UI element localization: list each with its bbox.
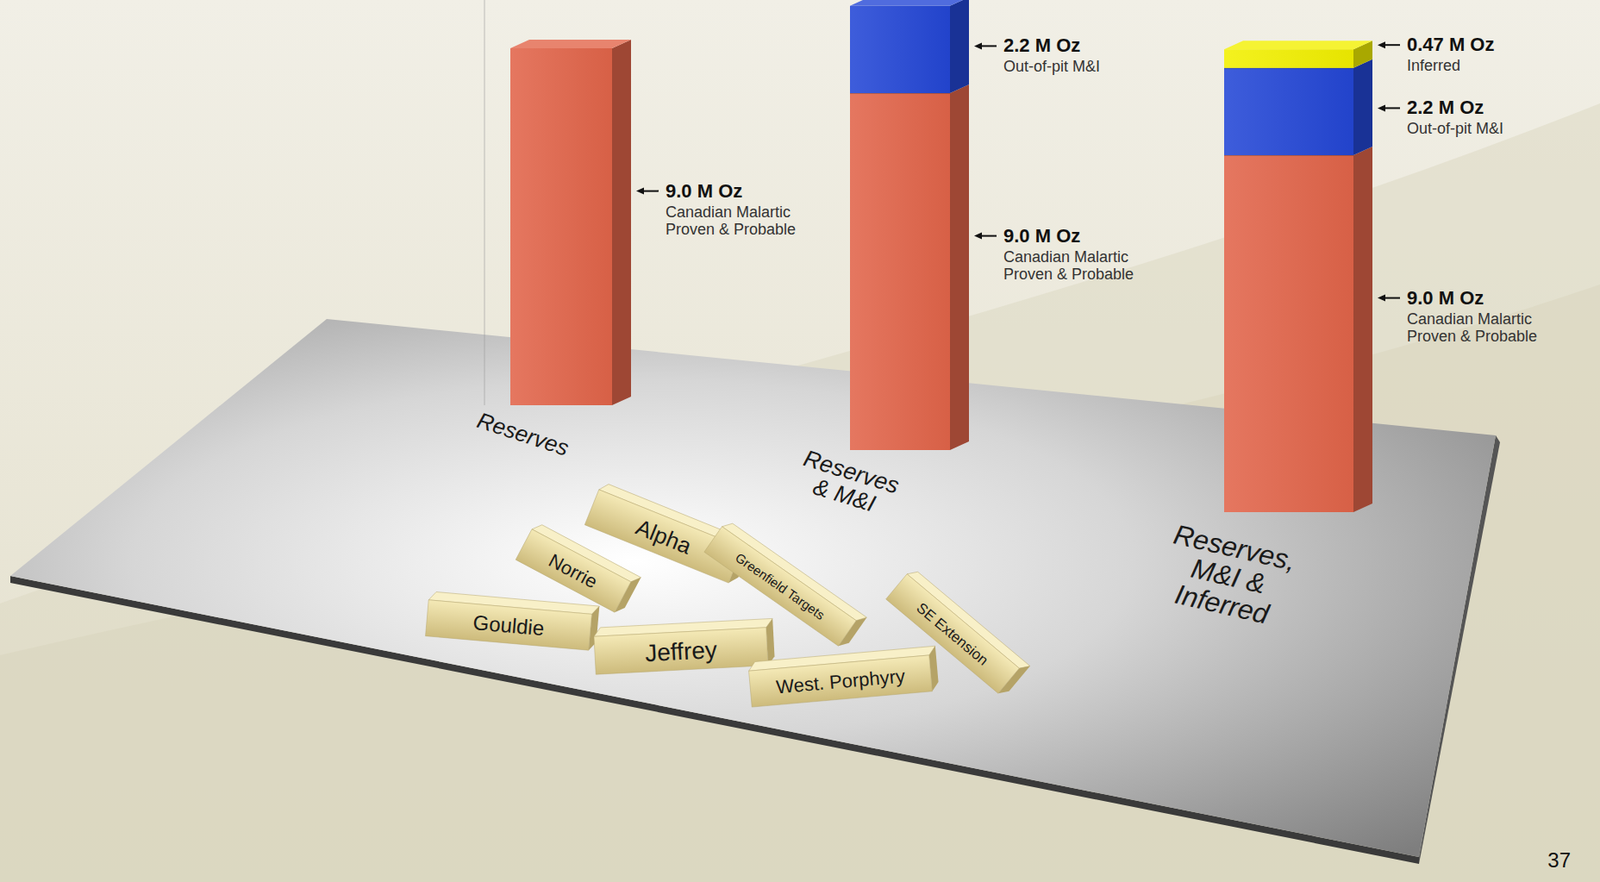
value-label: 9.0 M Oz — [1406, 287, 1484, 309]
series-label-line: Proven & Probable — [1003, 265, 1134, 283]
chart: 9.0 M OzCanadian MalarticProven & Probab… — [0, 0, 1600, 882]
category-label-line: Reserves — [474, 406, 573, 461]
label-arrow-head — [636, 187, 644, 195]
series-label: Canadian MalarticProven & Probable — [665, 203, 796, 238]
category-label: Reserves — [474, 406, 573, 461]
target-label: Norrie — [544, 549, 601, 593]
value-label: 9.0 M Oz — [1003, 225, 1081, 247]
label-arrow — [1383, 297, 1400, 300]
category-label-line: Inferred — [1172, 578, 1274, 631]
target-label: Alpha — [631, 513, 695, 560]
value-label: 9.0 M Oz — [665, 180, 743, 202]
gold-bar-front — [425, 600, 593, 650]
bar-side — [1353, 59, 1373, 156]
target-label: West. Porphyry — [775, 664, 907, 698]
series-label-line: Proven & Probable — [665, 220, 796, 238]
label-arrow — [980, 235, 997, 238]
bar-front — [1224, 155, 1354, 513]
bar-front — [850, 93, 950, 450]
bar-segment — [510, 39, 632, 406]
background-swoosh — [0, 103, 1600, 882]
gold-bar-front — [593, 627, 769, 675]
gold-bar: Jeffrey — [593, 618, 775, 675]
target-bars: Norrie Alpha Gouldie Greenfield Targets Jeff… — [425, 481, 1031, 707]
series-label-line: Canadian Malartic — [665, 203, 791, 221]
bar-segment — [850, 84, 969, 450]
series-label: Canadian MalarticProven & Probable — [1406, 310, 1538, 345]
target-label: Jeffrey — [644, 636, 719, 667]
bar-side — [950, 0, 969, 94]
gold-bar: Gouldie — [425, 591, 600, 651]
value-label: 2.2 M Oz — [1003, 34, 1081, 57]
value-label: 0.47 M Oz — [1406, 33, 1494, 56]
label-arrow — [642, 190, 659, 193]
label-arrow — [1383, 106, 1400, 109]
bar-segment — [1224, 40, 1373, 69]
bar-side — [950, 84, 969, 450]
label-arrow — [980, 44, 997, 47]
series-label-line: Proven & Probable — [1406, 327, 1538, 345]
bar-segment — [850, 0, 969, 94]
background — [0, 0, 1600, 882]
value-label: 2.2 M Oz — [1406, 96, 1484, 119]
page-number: 37 — [1547, 848, 1571, 872]
target-label: Greenfield Targets — [732, 550, 828, 623]
gold-bar: West. Porphyry — [748, 645, 940, 707]
bar-front — [850, 6, 950, 94]
bar-segment — [1224, 146, 1373, 513]
bar-side — [1353, 146, 1373, 513]
value-axis — [484, 0, 486, 406]
category-label: Reserves& M&I — [793, 444, 902, 522]
bars — [510, 0, 1373, 513]
category-label: Reserves,M&I &Inferred — [1157, 518, 1300, 634]
label-arrow-head — [1377, 104, 1386, 112]
series-label-line: Canadian Malartic — [1003, 248, 1129, 266]
series-label-line: Inferred — [1406, 56, 1461, 75]
gold-bar-front — [515, 529, 632, 613]
series-label: Canadian MalarticProven & Probable — [1003, 248, 1134, 283]
bar-side — [612, 39, 632, 406]
series-label-line: Canadian Malartic — [1406, 310, 1532, 328]
label-arrow-head — [1377, 41, 1386, 49]
bar-segment — [1224, 59, 1373, 156]
bar-top — [850, 0, 969, 7]
label-arrow — [1383, 43, 1400, 46]
bar-front — [1224, 68, 1354, 156]
labels: 9.0 M OzCanadian MalarticProven & Probab… — [474, 33, 1538, 633]
label-arrow-head — [974, 42, 982, 50]
bar-front — [1224, 49, 1354, 69]
target-label: Gouldie — [472, 610, 546, 640]
series-label: Out-of-pit M&I — [1003, 57, 1100, 75]
series-label: Out-of-pit M&I — [1406, 119, 1504, 138]
bar-top — [1224, 40, 1373, 50]
series-label-line: Out-of-pit M&I — [1003, 57, 1100, 75]
category-label-line: & M&I — [810, 473, 880, 517]
series-label: Inferred — [1406, 56, 1461, 75]
bar-front — [510, 48, 613, 406]
label-arrow-head — [1377, 294, 1386, 302]
gold-bar-front — [749, 655, 933, 707]
series-label-line: Out-of-pit M&I — [1406, 119, 1504, 138]
label-arrow-head — [974, 232, 982, 240]
bar-top — [510, 39, 632, 49]
